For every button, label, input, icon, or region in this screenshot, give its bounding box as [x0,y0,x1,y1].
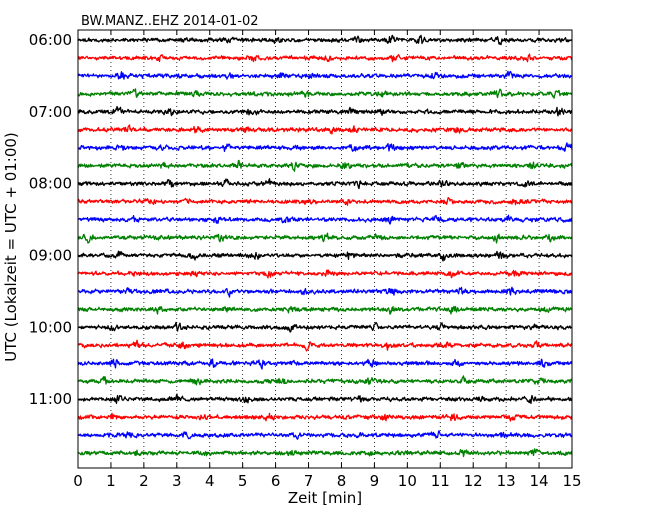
trace-0945 [77,305,573,315]
trace-0645 [77,88,573,99]
trace-1015 [77,339,573,352]
trace-0900 [77,250,573,262]
x-tick-label-8: 8 [337,472,347,490]
x-tick-label-6: 6 [271,472,281,490]
y-tick-label-2: 08:00 [29,175,72,193]
trace-1045 [77,375,573,386]
y-tick-label-1: 07:00 [29,103,72,121]
x-tick-label-5: 5 [238,472,248,490]
trace-0745 [77,159,573,172]
axis-ticks: 0 1 2 3 4 5 6 7 8 9 10 11 12 13 14 1506:0007:0008:0009:… [29,30,582,490]
y-tick-label-3: 09:00 [29,246,72,264]
x-tick-label-7: 7 [304,472,314,490]
x-axis-label: Zeit [min] [288,489,362,507]
trace-0830 [77,214,573,225]
y-axis-label: UTC (Lokalzeit = UTC + 01:00) [2,132,20,362]
trace-0600 [77,34,573,46]
x-tick-label-2: 2 [139,472,149,490]
trace-1145 [77,448,573,458]
x-tick-label-4: 4 [205,472,215,490]
trace-0815 [77,197,573,206]
trace-1115 [77,412,573,422]
y-tick-label-5: 11:00 [29,390,72,408]
chart-title: BW.MANZ..EHZ 2014-01-02 [81,14,259,29]
trace-1000 [77,321,573,333]
trace-0700 [77,106,573,117]
x-tick-label-14: 14 [530,472,549,490]
trace-1030 [77,358,573,370]
trace-1130 [77,430,573,440]
trace-1100 [77,393,573,405]
trace-0615 [77,53,573,63]
plot-frame [77,29,573,469]
y-tick-label-4: 10:00 [29,318,72,336]
y-tick-label-0: 06:00 [29,31,72,49]
trace-0730 [77,142,573,153]
trace-0630 [77,70,573,80]
trace-0930 [77,286,573,298]
x-tick-label-0: 0 [73,472,83,490]
trace-0845 [77,232,573,244]
x-tick-label-1: 1 [106,472,116,490]
trace-0800 [77,178,573,190]
x-tick-label-15: 15 [562,472,581,490]
x-tick-label-13: 13 [497,472,516,490]
trace-0915 [77,269,573,279]
seismogram-traces [77,34,573,458]
x-tick-label-3: 3 [172,472,182,490]
x-tick-label-9: 9 [370,472,380,490]
x-tick-label-12: 12 [464,472,483,490]
x-tick-label-11: 11 [431,472,450,490]
trace-0715 [77,124,573,135]
x-tick-label-10: 10 [398,472,417,490]
